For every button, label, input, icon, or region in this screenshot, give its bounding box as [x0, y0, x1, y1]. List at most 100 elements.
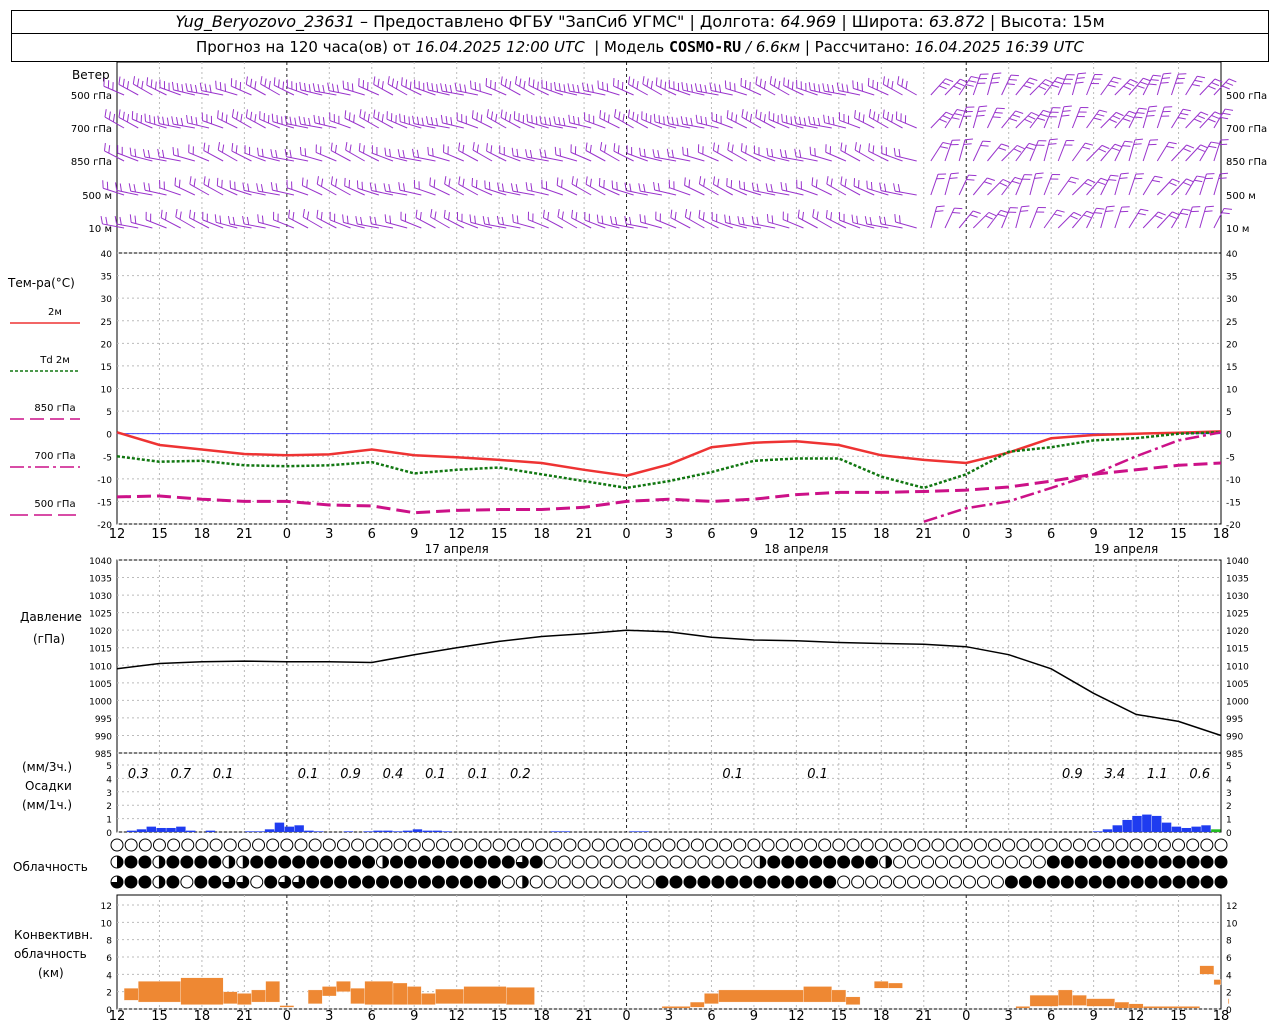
cloud-cell: [832, 838, 846, 852]
wind-barb: [668, 156, 691, 162]
wind-barb-flag: [289, 149, 292, 158]
wind-barb: [944, 109, 958, 129]
wind-barb: [543, 217, 564, 229]
wind-barb-flag: [544, 116, 547, 125]
precip-bar: [639, 831, 649, 832]
wind-barb-flag: [1166, 145, 1175, 149]
wind-barb: [1142, 175, 1156, 196]
wind-barb-flag: [260, 184, 264, 193]
wind-barb-flag: [1100, 177, 1109, 182]
wind-barb-flag: [134, 148, 137, 157]
wind-barb-flag: [389, 148, 392, 157]
wind-barb-flag: [1098, 148, 1107, 153]
wind-barb: [498, 223, 521, 229]
wind-barb: [1001, 145, 1018, 162]
pressure-ytick-left: 985: [95, 750, 112, 760]
wind-barb: [428, 154, 450, 162]
wind-barb-flag: [1093, 117, 1102, 121]
wind-barb-flag: [1204, 210, 1213, 213]
wind-barb: [1086, 208, 1097, 229]
wind-barb: [300, 123, 323, 129]
wind-barb-flag: [1037, 117, 1046, 121]
wind-barb-flag: [790, 116, 793, 125]
wind-barb-flag: [1214, 78, 1223, 83]
wind-barb-flag: [629, 183, 632, 192]
cloud-cell: [948, 855, 962, 869]
conv-xtick: 9: [410, 1009, 418, 1024]
wind-barb-flag: [261, 148, 264, 157]
wind-barb: [1199, 111, 1216, 129]
conv-bar: [350, 988, 365, 1004]
wind-barb-flag: [681, 82, 684, 91]
temp-series-line: [923, 431, 1222, 523]
conv-bar: [307, 989, 323, 1004]
wind-barb: [246, 116, 266, 129]
cloud-cell: [306, 875, 320, 889]
wind-barb-flag: [141, 80, 144, 89]
wind-barb: [472, 149, 493, 162]
wind-barb: [514, 118, 535, 129]
wind-barb-flag: [698, 176, 702, 185]
wind-barb: [682, 89, 705, 96]
wind-barb: [958, 139, 966, 162]
wind-barb-flag: [1020, 210, 1029, 212]
wind-barb: [444, 183, 465, 196]
wind-barb: [1156, 178, 1173, 196]
wind-barb: [1086, 145, 1103, 162]
wind-barb-flag: [763, 81, 767, 90]
wind-barb: [287, 87, 309, 96]
precip-bar: [304, 830, 314, 832]
conv-bar: [831, 989, 847, 1003]
wind-barb-flag: [1211, 114, 1220, 119]
wind-barb: [372, 152, 394, 162]
wind-barb-flag: [643, 148, 646, 157]
cloud-cell: [250, 855, 264, 869]
wind-barb-flag: [217, 142, 221, 151]
wind-barb-flag: [532, 79, 535, 88]
conv-bar: [251, 989, 266, 1003]
cloud-cell: [634, 838, 648, 852]
conv-bar: [874, 981, 889, 989]
wind-barb-flag: [1158, 211, 1166, 216]
cloud-cell: [1002, 838, 1016, 852]
wind-barb-flag: [530, 183, 533, 192]
cloud-cell: [417, 855, 431, 869]
wind-barb-flag: [1200, 144, 1209, 149]
wind-barb-flag: [1194, 79, 1203, 83]
pressure-ytick-left: 1010: [89, 662, 112, 672]
wind-barb: [930, 78, 946, 96]
cloud-cell: [110, 838, 124, 852]
wind-barb-flag: [1023, 84, 1032, 89]
wind-barb-flag: [221, 112, 224, 121]
wind-barb-flag: [949, 177, 958, 179]
wind-barb-flag: [360, 216, 363, 225]
wind-barb-flag: [864, 216, 868, 225]
precip-bar: [166, 827, 176, 832]
conv-bar: [1143, 1006, 1200, 1009]
cloud-cell: [1214, 838, 1228, 852]
cloud-cell: [138, 875, 152, 889]
wind-barb-flag: [700, 115, 703, 124]
wind-barb: [415, 217, 436, 229]
temp-xtick: 15: [491, 527, 508, 542]
wind-barb: [202, 120, 224, 129]
wind-barb: [1142, 139, 1151, 162]
wind-barb-flag: [1084, 182, 1092, 187]
wind-barb-flag: [1029, 77, 1038, 81]
wind-barb-flag: [980, 144, 989, 147]
wind-barb: [217, 185, 238, 196]
wind-barb-flag: [381, 114, 384, 123]
cloud-cell-half: [759, 856, 766, 868]
temp-ytick-left: -10: [97, 476, 112, 486]
wind-barb-flag: [235, 145, 238, 154]
wind-barb-flag: [1014, 176, 1023, 181]
wind-barb: [387, 83, 408, 96]
wind-barb-flag: [1008, 78, 1017, 81]
wind-barb-flag: [827, 84, 830, 93]
wind-barb-flag: [976, 114, 985, 117]
wind-barb-flag: [737, 216, 740, 225]
wind-barb-flag: [430, 209, 433, 218]
wind-barb-flag: [728, 215, 731, 224]
wind-barb: [1071, 142, 1086, 162]
temp-xtick: 15: [1170, 527, 1187, 542]
